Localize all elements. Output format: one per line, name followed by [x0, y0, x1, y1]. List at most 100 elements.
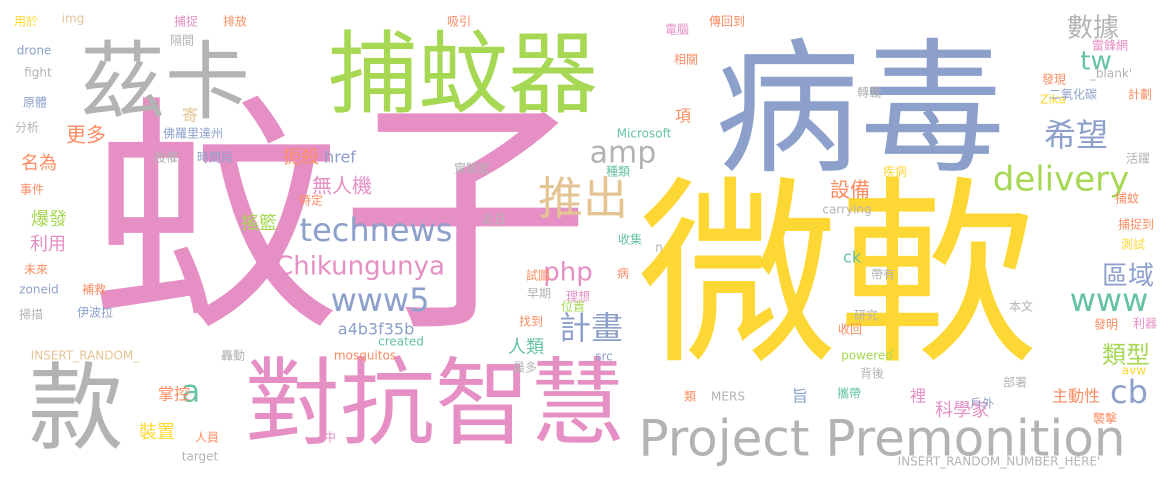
word-cloud-word: 近日 [482, 213, 506, 227]
word-cloud-word: 試圖 [526, 268, 550, 283]
word-cloud-word: 事件 [20, 183, 44, 197]
word-cloud-word: Project Premonition [638, 410, 1125, 468]
word-cloud-word: 捕蚊 [1115, 191, 1139, 206]
word-cloud-word: 類型 [1102, 341, 1150, 369]
word-cloud-word: 背後 [860, 367, 884, 381]
word-cloud-word: 發現 [1042, 72, 1066, 87]
word-cloud-word: Zika [1040, 93, 1066, 107]
word-cloud-word: 搖籃 [241, 213, 277, 234]
word-cloud-word: 數據 [1067, 14, 1119, 44]
word-cloud-word: 計畫 [559, 309, 623, 347]
word-cloud-word: img [62, 12, 85, 26]
word-cloud-word: 隔間 [170, 34, 194, 48]
word-cloud-word: 捕捉到 [1118, 217, 1154, 232]
word-cloud-word: amp [590, 136, 657, 171]
word-cloud-word: 轟動 [221, 348, 245, 363]
word-cloud-word: 收回 [838, 323, 862, 337]
word-cloud-word: 希望 [1044, 116, 1108, 154]
word-cloud-word: 利器 [1133, 317, 1157, 331]
word-cloud-word: 無人機 [312, 174, 372, 198]
word-cloud-word: cb [1110, 373, 1148, 411]
word-cloud-word: www [1070, 281, 1149, 319]
word-cloud-word: 理想 [566, 289, 590, 304]
word-cloud-word: 原體 [23, 96, 47, 110]
word-cloud-word: 相關 [674, 53, 698, 67]
word-cloud-word: 科學家 [935, 400, 989, 421]
word-cloud-word: 未來 [24, 263, 48, 277]
word-cloud-word: mosquitos [334, 349, 396, 363]
word-cloud-word: 人類 [508, 337, 544, 358]
word-cloud-word: 部署 [1003, 375, 1027, 390]
word-cloud-word: 對抗智慧 [245, 349, 625, 459]
word-cloud-word: 戶外 [970, 397, 994, 411]
word-cloud-word: fight [24, 66, 52, 80]
word-cloud-word: 找到 [519, 315, 543, 329]
word-cloud-word: 項 [675, 107, 691, 126]
word-cloud-word: 轉載 [857, 86, 881, 100]
word-cloud-word: 疾病 [883, 164, 907, 179]
word-cloud-word: 掌控 [158, 385, 190, 404]
word-cloud-word: 排放 [223, 14, 247, 29]
word-cloud-word: 最多 [513, 361, 537, 375]
word-cloud-word: 名為 [21, 153, 57, 174]
word-cloud-word: 病毒 [715, 26, 1005, 195]
word-cloud-word: src [595, 350, 613, 364]
word-cloud-word: 早期 [527, 287, 551, 301]
word-cloud-word: target [182, 450, 219, 464]
word-cloud-word: 雷鋒網 [1092, 38, 1128, 53]
word-cloud-word: Chikungunya [275, 252, 445, 282]
word-cloud-word: 更多 [66, 123, 106, 147]
word-cloud-word: 微軟 [638, 160, 1038, 393]
word-cloud-word: 扼殺 [283, 147, 319, 168]
word-cloud-word: 發明 [1094, 317, 1118, 332]
word-cloud-word: 時間段 [197, 150, 233, 165]
word-cloud-word: 電腦 [665, 22, 689, 37]
word-cloud-word: 種類 [606, 165, 630, 179]
word-cloud-word: 區域 [1102, 262, 1154, 292]
word-cloud-word: 主動性 [1052, 387, 1100, 406]
word-cloud-word: drone [17, 44, 52, 58]
word-cloud-word: 授權 [154, 150, 178, 165]
word-cloud-word: ck [843, 248, 862, 267]
word-cloud-word: MERS [711, 390, 745, 404]
word-cloud-word: 測試 [1121, 237, 1145, 252]
word-cloud-word: avw [1122, 364, 1146, 378]
word-cloud-word: href [324, 148, 356, 167]
word-cloud-word: 掃描 [19, 307, 43, 322]
word-cloud-word: 本文 [1009, 299, 1033, 314]
word-cloud-word: 病 [617, 266, 629, 281]
word-cloud-word: technews [300, 211, 453, 249]
word-cloud-word: INSERT_RANDOM_NUMBER_HERE' [898, 455, 1101, 469]
word-cloud-word: 用於 [14, 14, 38, 29]
word-cloud-word: n [655, 241, 663, 255]
word-cloud-word: 蚊子 [90, 74, 590, 365]
word-cloud-word: 伊波拉 [77, 305, 113, 320]
word-cloud-word: 傳回到 [709, 15, 745, 29]
word-cloud-word: carrying [822, 203, 871, 217]
word-cloud-word: 款 [28, 354, 123, 464]
word-cloud-word: 中 [324, 430, 336, 445]
word-cloud-word: 推出 [538, 172, 628, 225]
word-cloud-word: _blank' [1089, 67, 1132, 81]
word-cloud-word: 爆發 [31, 209, 67, 230]
word-cloud-word: 補救 [82, 282, 106, 297]
word-cloud-word: www5 [331, 281, 430, 319]
word-cloud-word: 吸引 [447, 15, 471, 29]
word-cloud-word: 活躍 [1126, 152, 1150, 166]
word-cloud-word: 研究 [854, 308, 878, 323]
word-cloud-word: 特定 [299, 193, 323, 208]
word-cloud-word: 茲卡 [80, 33, 250, 132]
word-cloud-word: 裝置 [139, 422, 175, 443]
word-cloud-word: 捕蚊器 [328, 22, 598, 127]
word-cloud-word: a4b3f35b [338, 320, 414, 339]
word-cloud-word: 佛羅里達州 [163, 127, 223, 141]
word-cloud-word: INSERT_RANDOM_ [31, 349, 141, 363]
word-cloud-word: 收集 [618, 232, 642, 247]
word-cloud-word: zoneid [19, 283, 59, 297]
word-cloud-word: 二氧化碳 [1049, 88, 1097, 102]
word-cloud-word: 計劃 [1128, 87, 1152, 102]
word-cloud-word: a [182, 375, 200, 410]
word-cloud-word: 旨 [792, 387, 808, 406]
word-cloud-word: delivery [993, 160, 1130, 200]
word-cloud-word: 襲擊 [1093, 411, 1117, 426]
